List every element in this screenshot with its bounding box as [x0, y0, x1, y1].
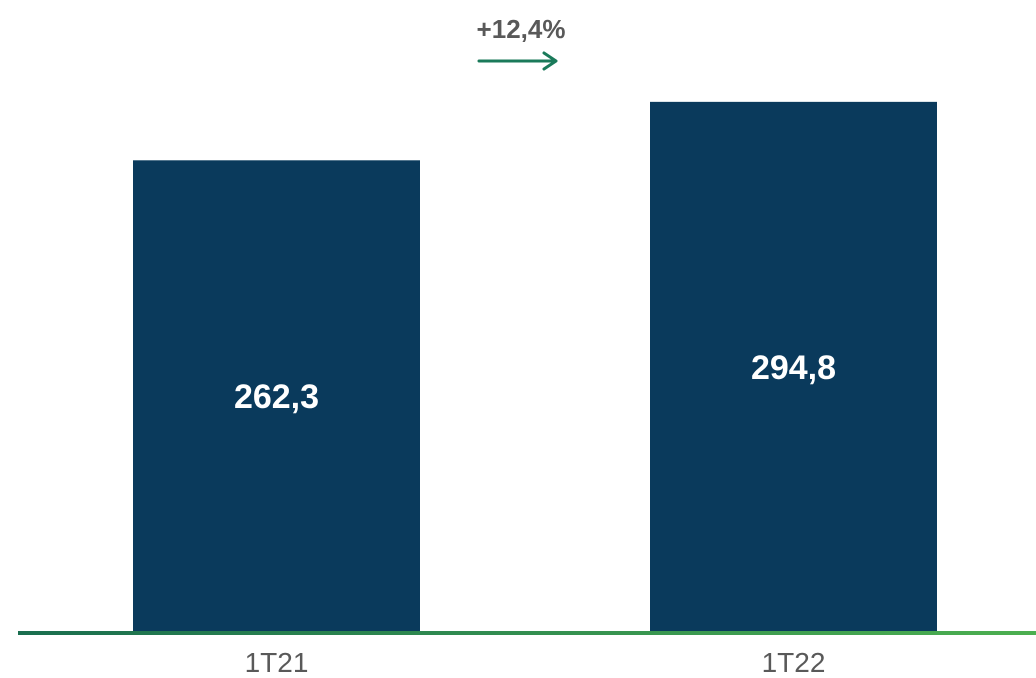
bar-1T22: [650, 101, 937, 633]
bars-layer: [133, 101, 937, 633]
value-labels-layer: 262,3 294,8: [234, 349, 836, 416]
bar-value-label-1T22: 294,8: [751, 349, 836, 387]
category-label-1T21: 1T21: [245, 647, 309, 678]
category-label-1T22: 1T22: [762, 647, 826, 678]
growth-annotation-label: +12,4%: [477, 14, 566, 44]
category-labels-layer: 1T21 1T22: [245, 647, 826, 678]
x-axis-baseline: [18, 631, 1036, 635]
bar-value-label-1T21: 262,3: [234, 378, 319, 416]
bar-1T21: [133, 160, 420, 632]
growth-arrow-icon: [477, 51, 558, 71]
